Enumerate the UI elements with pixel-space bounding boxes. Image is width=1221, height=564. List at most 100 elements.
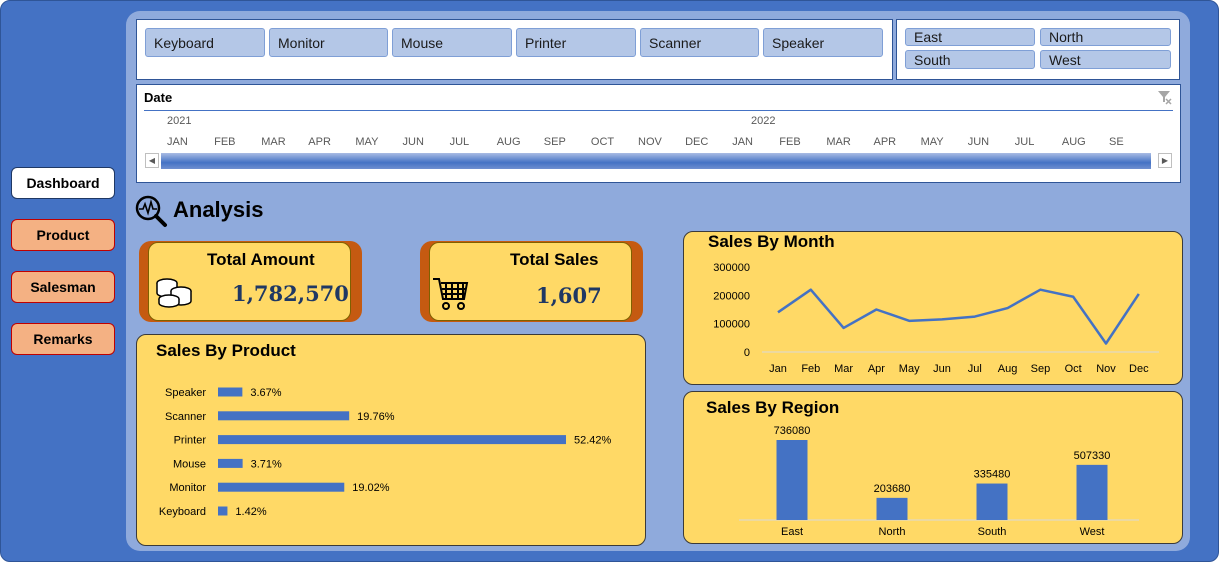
region-category-label: South — [978, 526, 1007, 538]
product-bar — [218, 482, 345, 492]
timeline-month-label[interactable]: MAY — [920, 136, 944, 148]
total-amount-card: Total Amount 1,782,570 — [139, 241, 362, 322]
month-x-tick-label: Jul — [968, 363, 982, 375]
month-x-tick-label: Sep — [1031, 363, 1051, 375]
timeline-month-label[interactable]: JAN — [167, 136, 188, 148]
region-category-label: North — [879, 526, 906, 538]
product-data-label: 3.67% — [250, 387, 281, 399]
product-data-label: 19.02% — [352, 482, 390, 494]
slicer-item-east[interactable]: East — [905, 28, 1035, 46]
timeline-month-label[interactable]: APR — [308, 136, 331, 148]
slicer-item-speaker[interactable]: Speaker — [763, 28, 883, 57]
month-x-tick-label: Nov — [1096, 363, 1116, 375]
timeline-month-label[interactable]: JAN — [732, 136, 753, 148]
nav-remarks-button[interactable]: Remarks — [11, 323, 115, 355]
total-amount-value: 1,782,570 — [232, 281, 349, 306]
month-x-tick-label: Dec — [1129, 363, 1149, 375]
timeline-divider — [144, 110, 1173, 111]
nav-salesman-button[interactable]: Salesman — [11, 271, 115, 303]
product-bar — [218, 458, 243, 468]
timeline-month-label[interactable]: NOV — [638, 136, 662, 148]
timeline-month-label[interactable]: MAR — [826, 136, 851, 148]
analysis-magnifier-icon — [135, 195, 167, 227]
shopping-cart-icon — [433, 278, 469, 310]
month-y-tick-label: 100000 — [713, 319, 750, 331]
product-category-label: Keyboard — [159, 506, 206, 518]
region-category-label: East — [781, 526, 803, 538]
product-bar — [218, 435, 566, 445]
total-sales-card: Total Sales 1,607 — [420, 241, 643, 322]
product-bar — [218, 387, 243, 397]
sales-by-product-title: Sales By Product — [156, 341, 296, 360]
timeline-bar[interactable] — [161, 153, 1151, 169]
month-x-tick-label: May — [899, 363, 920, 375]
timeline-month-label[interactable]: DEC — [685, 136, 709, 148]
sales-by-month-card: Sales By Month 300000 200000 100000 0 Jan Feb… — [683, 231, 1183, 385]
date-timeline: Date 2021 2022 JAN FEB MAR APR MAY JUN JUL AUG S… — [136, 84, 1181, 183]
product-category-label: Monitor — [169, 482, 206, 494]
product-data-label: 52.42% — [574, 435, 612, 447]
timeline-month-label[interactable]: SE — [1109, 136, 1124, 148]
region-data-label: 507330 — [1074, 450, 1111, 462]
region-category-label: West — [1080, 526, 1105, 538]
sales-by-month-chart: 300000 200000 100000 0 Jan Feb Mar Apr May Jun Jul… — [713, 262, 1159, 375]
sales-by-region-card: Sales By Region 736080 East 203680 North 335… — [683, 391, 1183, 544]
product-bar — [218, 411, 350, 421]
slicer-item-scanner[interactable]: Scanner — [640, 28, 759, 57]
product-slicer: Keyboard Monitor Mouse Printer Scanner S… — [136, 19, 893, 80]
analysis-title: Analysis — [173, 197, 264, 222]
region-slicer: East North South West — [896, 19, 1180, 80]
total-amount-label: Total Amount — [207, 250, 315, 269]
nav-dashboard-button[interactable]: Dashboard — [11, 167, 115, 199]
total-sales-value: 1,607 — [536, 283, 602, 308]
sales-by-product-card: Sales By Product Speaker 3.67% Scanner 19.7… — [136, 334, 646, 546]
slicer-item-mouse[interactable]: Mouse — [392, 28, 512, 57]
timeline-month-label[interactable]: SEP — [543, 136, 566, 148]
timeline-year-2021: 2021 — [167, 115, 192, 127]
timeline-scroll-left-button[interactable]: ◀ — [145, 153, 159, 168]
slicer-item-monitor[interactable]: Monitor — [269, 28, 388, 57]
timeline-month-label[interactable]: AUG — [496, 136, 521, 148]
timeline-month-label[interactable]: MAY — [355, 136, 379, 148]
product-category-label: Scanner — [165, 411, 206, 423]
timeline-month-label[interactable]: JUL — [1014, 136, 1035, 148]
month-x-tick-label: Jun — [933, 363, 951, 375]
region-data-label: 736080 — [774, 425, 811, 437]
timeline-header: Date — [144, 90, 173, 105]
slicer-item-west[interactable]: West — [1040, 50, 1171, 69]
clear-filter-icon[interactable] — [1156, 89, 1172, 105]
slicer-item-keyboard[interactable]: Keyboard — [145, 28, 265, 57]
product-category-label: Printer — [174, 435, 207, 447]
product-data-label: 3.71% — [251, 458, 282, 470]
month-x-tick-label: Mar — [834, 363, 853, 375]
timeline-month-label[interactable]: JUL — [449, 136, 470, 148]
product-data-label: 1.42% — [235, 506, 266, 518]
coins-icon — [156, 278, 192, 308]
region-bar — [876, 497, 908, 520]
timeline-month-label[interactable]: OCT — [590, 136, 615, 148]
timeline-year-2022: 2022 — [751, 115, 776, 127]
timeline-scroll-right-button[interactable]: ▶ — [1158, 153, 1172, 168]
region-bar — [976, 483, 1008, 520]
timeline-month-label[interactable]: FEB — [779, 136, 801, 148]
timeline-month-label[interactable]: APR — [873, 136, 897, 148]
month-x-tick-label: Jan — [769, 363, 787, 375]
timeline-month-label[interactable]: FEB — [214, 136, 236, 148]
region-data-label: 335480 — [974, 469, 1011, 481]
nav-product-button[interactable]: Product — [11, 219, 115, 251]
month-x-tick-label: Apr — [868, 363, 885, 375]
month-x-tick-label: Feb — [801, 363, 820, 375]
sales-by-month-title: Sales By Month — [708, 232, 835, 251]
slicer-item-south[interactable]: South — [905, 50, 1035, 69]
month-x-tick-label: Oct — [1065, 363, 1082, 375]
timeline-month-label[interactable]: JUN — [402, 136, 424, 148]
product-data-label: 19.76% — [357, 411, 395, 423]
slicer-item-north[interactable]: North — [1040, 28, 1171, 46]
product-category-label: Speaker — [165, 387, 206, 399]
timeline-month-label[interactable]: AUG — [1061, 136, 1086, 148]
sales-by-product-chart: Speaker 3.67% Scanner 19.76% Printer 52.42% Mo… — [159, 387, 612, 518]
timeline-month-label[interactable]: MAR — [261, 136, 286, 148]
slicer-item-printer[interactable]: Printer — [516, 28, 636, 57]
month-series-line — [777, 288, 1140, 345]
timeline-month-label[interactable]: JUN — [967, 136, 990, 148]
